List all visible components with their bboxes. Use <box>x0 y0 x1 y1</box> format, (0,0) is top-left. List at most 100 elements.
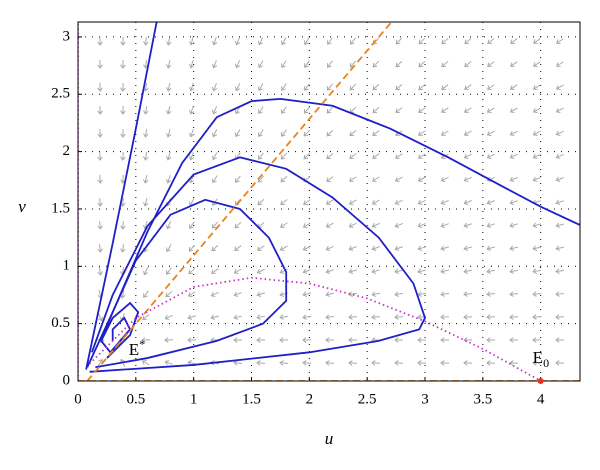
field-arrow <box>281 106 287 114</box>
field-arrow <box>509 153 518 160</box>
field-arrow <box>233 268 242 274</box>
field-arrow <box>212 129 218 138</box>
field-arrow <box>463 199 472 206</box>
field-arrow <box>464 38 472 45</box>
field-arrow <box>189 37 195 46</box>
field-arrow <box>349 129 357 137</box>
y-tick-label: 3 <box>63 28 71 44</box>
field-arrow <box>440 222 449 229</box>
field-arrow <box>371 314 381 320</box>
field-arrow <box>303 152 311 160</box>
field-arrow <box>120 105 126 115</box>
field-arrow <box>486 245 496 251</box>
point-label-main: E <box>129 340 139 359</box>
field-arrow <box>394 176 403 182</box>
field-arrow <box>555 245 565 251</box>
field-arrow <box>372 130 380 137</box>
y-axis-label: v <box>18 197 26 216</box>
field-arrow <box>533 38 541 44</box>
field-arrow <box>325 222 334 228</box>
field-arrow <box>166 36 172 46</box>
point-label: E* <box>129 337 145 359</box>
field-arrow <box>532 360 542 366</box>
y-tick-label: 2.5 <box>51 86 70 102</box>
field-arrow <box>440 314 450 320</box>
field-arrow <box>509 84 518 90</box>
field-arrow <box>371 245 380 252</box>
field-arrow <box>212 152 218 161</box>
field-arrow <box>187 314 196 321</box>
trajectory <box>86 22 393 381</box>
field-arrow <box>325 268 334 275</box>
field-arrow <box>555 38 564 44</box>
x-tick-label: 4 <box>537 391 545 407</box>
x-axis-label: u <box>325 429 334 448</box>
field-arrow <box>417 176 426 182</box>
field-arrow <box>395 60 403 68</box>
field-arrow <box>211 244 219 252</box>
field-arrow <box>463 245 472 251</box>
x-tick-label: 0 <box>74 391 82 407</box>
y-tick-label: 1.5 <box>51 200 70 216</box>
field-arrow <box>555 153 564 160</box>
field-arrow <box>302 314 312 320</box>
field-arrow <box>281 37 287 46</box>
field-arrow <box>555 176 564 183</box>
trajectory <box>100 301 140 359</box>
trajectory <box>89 156 426 373</box>
field-arrow <box>326 153 334 160</box>
field-arrow <box>188 152 195 161</box>
y-tick-label: 0.5 <box>51 315 70 331</box>
field-arrow <box>210 314 219 320</box>
x-tick-label: 0.5 <box>126 391 145 407</box>
field-arrow <box>141 360 150 366</box>
field-arrow <box>417 245 426 251</box>
field-arrow <box>349 106 357 114</box>
trajectory <box>85 22 158 370</box>
field-arrow <box>532 268 542 274</box>
field-arrow <box>418 60 426 68</box>
field-arrow <box>395 107 403 114</box>
field-arrow <box>97 220 103 230</box>
field-arrow <box>349 176 357 182</box>
x-tick-label: 2 <box>306 391 314 407</box>
field-arrow <box>372 60 380 68</box>
field-arrow <box>189 60 195 69</box>
field-arrow <box>555 130 564 137</box>
field-arrow <box>417 153 426 159</box>
field-arrow <box>210 291 219 298</box>
field-arrow <box>510 61 518 67</box>
field-arrow <box>532 222 541 228</box>
field-arrow <box>234 221 242 229</box>
field-arrow <box>555 337 565 343</box>
field-arrow <box>258 37 264 46</box>
field-arrow <box>280 199 288 206</box>
field-arrow <box>256 337 266 343</box>
field-arrow <box>532 314 542 320</box>
field-arrow <box>234 60 241 69</box>
field-arrow <box>325 245 334 252</box>
field-arrow <box>394 337 404 343</box>
field-arrow <box>188 129 195 138</box>
field-arrow <box>532 153 541 160</box>
field-arrow <box>509 199 518 206</box>
field-arrow <box>326 83 333 91</box>
field-arrow <box>97 59 103 69</box>
field-arrow <box>187 360 197 366</box>
field-arrow <box>486 337 496 343</box>
x-tick-label: 2.5 <box>358 391 377 407</box>
field-arrow <box>417 337 427 343</box>
field-arrow <box>486 153 495 159</box>
field-arrow <box>97 105 103 115</box>
field-arrow <box>395 83 403 91</box>
field-arrow <box>120 36 126 46</box>
field-arrow <box>463 107 472 113</box>
field-arrow <box>189 83 195 92</box>
field-arrow <box>143 174 149 184</box>
field-arrow <box>532 84 541 90</box>
field-arrow <box>257 198 265 206</box>
field-arrow <box>97 36 103 46</box>
field-arrow <box>418 130 426 136</box>
field-arrow <box>441 107 449 113</box>
